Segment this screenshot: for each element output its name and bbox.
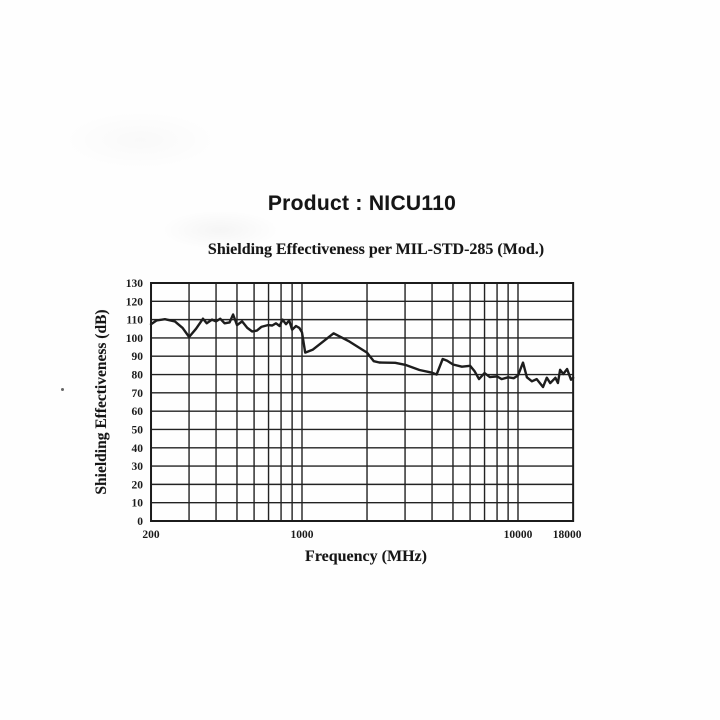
y-tick-label: 130 [126,278,144,290]
x-axis-title: Frequency (MHz) [305,548,427,565]
x-tick-label: 10000 [504,529,533,541]
y-tick-label: 120 [126,296,144,308]
x-tick-label: 200 [142,529,160,541]
y-tick-label: 10 [132,498,144,510]
scan-speck [61,388,64,391]
y-tick-label: 20 [132,479,144,491]
se-curve [149,313,575,389]
y-tick-label: 0 [137,516,143,528]
y-tick-label: 70 [132,388,144,400]
y-tick-label: 110 [126,315,143,327]
y-tick-label: 100 [126,333,144,345]
x-tick-label: 1000 [291,529,314,541]
plot-border [150,282,575,522]
y-tick-label: 30 [132,461,144,473]
y-tick-label: 60 [132,406,144,418]
y-tick-label: 90 [132,351,144,363]
y-tick-label: 50 [132,424,144,436]
chart-title: Shielding Effectiveness per MIL-STD-285 … [207,241,545,258]
page-title: Product : NICU110 [267,192,457,215]
y-tick-label: 40 [132,443,144,455]
x-tick-label: 18000 [553,529,582,541]
y-tick-label: 80 [132,370,144,382]
